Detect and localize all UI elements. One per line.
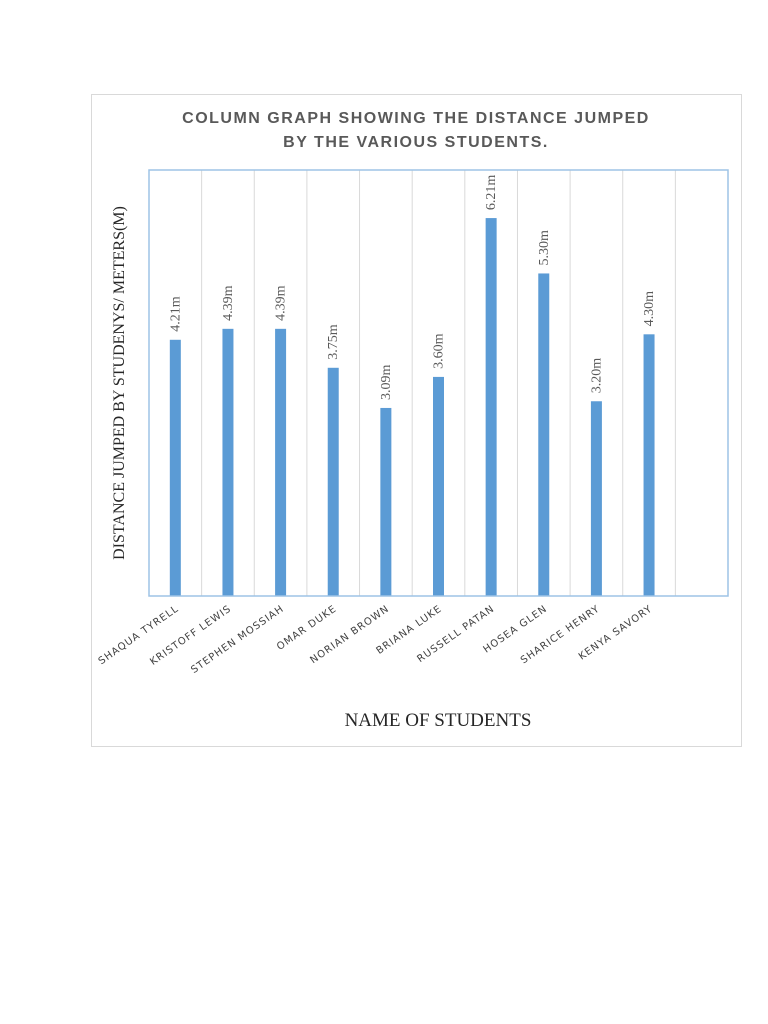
- bar: [275, 328, 287, 596]
- column-chart: COLUMN GRAPH SHOWING THE DISTANCE JUMPED…: [97, 110, 729, 731]
- data-label: 3.60m: [432, 333, 447, 369]
- data-label: 3.09m: [379, 364, 394, 400]
- chart-frame: COLUMN GRAPH SHOWING THE DISTANCE JUMPED…: [91, 94, 742, 747]
- category-label: STEPHEN MOSSIAH: [189, 603, 286, 676]
- bar: [538, 273, 550, 596]
- bar: [169, 339, 181, 596]
- data-label: 3.20m: [589, 358, 604, 394]
- x-axis-label: NAME OF STUDENTS: [345, 710, 532, 731]
- data-label: 4.39m: [221, 285, 236, 321]
- chart-title-line-1: COLUMN GRAPH SHOWING THE DISTANCE JUMPED: [182, 110, 650, 127]
- bar: [590, 401, 602, 596]
- grid-lines: [201, 170, 676, 596]
- data-label: 4.39m: [274, 285, 289, 321]
- bar: [485, 218, 497, 596]
- bars-group: [169, 218, 655, 596]
- y-axis-label: DISTANCE JUMPED BY STUDENYS/ METERS(M): [111, 206, 128, 560]
- bar: [380, 407, 392, 596]
- bar: [643, 334, 655, 596]
- data-label: 4.21m: [168, 296, 183, 332]
- data-label: 5.30m: [537, 230, 552, 266]
- bar: [433, 376, 444, 596]
- bar: [222, 328, 234, 596]
- data-label: 4.30m: [642, 291, 657, 327]
- data-label: 3.75m: [326, 324, 341, 360]
- data-label: 6.21m: [484, 175, 499, 211]
- data-labels-group: 4.21m 4.39m 4.39m 3.75m 3.09m 3.60m 6.21m 5.30m…: [168, 175, 657, 400]
- chart-title-line-2: BY THE VARIOUS STUDENTS.: [283, 134, 549, 151]
- plot-area-border: [148, 169, 729, 597]
- bar: [327, 367, 339, 596]
